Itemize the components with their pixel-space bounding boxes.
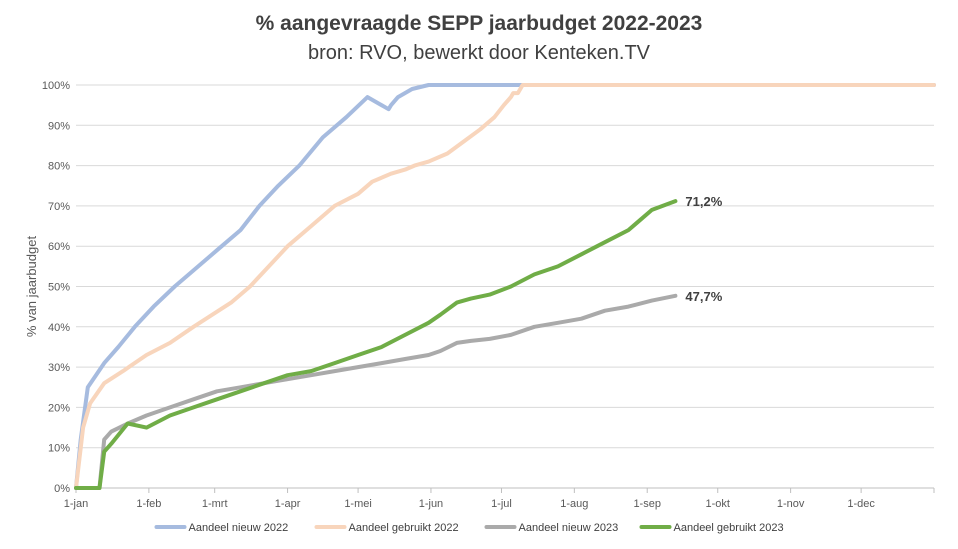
y-tick-label: 30% (48, 362, 70, 374)
series-line-1 (74, 83, 936, 490)
y-tick-label: 50% (48, 282, 70, 294)
y-axis-label: % van jaarbudget (24, 236, 39, 338)
y-tick-label: 100% (42, 80, 70, 92)
x-tick-label: 1-nov (777, 498, 805, 510)
legend-label: Aandeel nieuw 2023 (519, 522, 619, 534)
series-line-2 (74, 83, 936, 490)
y-tick-label: 80% (48, 161, 70, 173)
data-label: 71,2% (685, 194, 722, 209)
chart-title: % aangevraagde SEPP jaarbudget 2022-2023 (255, 12, 703, 35)
x-tick-label: 1-mei (344, 498, 372, 510)
legend-label: Aandeel nieuw 2022 (189, 522, 289, 534)
x-tick-label: 1-dec (847, 498, 875, 510)
data-label: 47,7% (685, 289, 722, 304)
y-tick-label: 60% (48, 241, 70, 253)
x-tick-label: 1-mrt (202, 498, 228, 510)
series-line-3 (74, 293, 678, 490)
x-tick-label: 1-okt (706, 498, 730, 510)
y-tick-label: 20% (48, 402, 70, 414)
y-tick-label: 40% (48, 322, 70, 334)
x-tick-label: 1-jan (64, 498, 88, 510)
y-tick-label: 70% (48, 201, 70, 213)
legend-label: Aandeel gebruikt 2023 (674, 522, 784, 534)
y-tick-label: 0% (54, 483, 70, 495)
x-tick-label: 1-sep (633, 498, 661, 510)
y-tick-label: 10% (48, 443, 70, 455)
x-tick-label: 1-aug (560, 498, 588, 510)
x-tick-label: 1-jun (419, 498, 443, 510)
legend-label: Aandeel gebruikt 2022 (349, 522, 459, 534)
x-tick-label: 1-jul (491, 498, 512, 510)
y-tick-label: 90% (48, 120, 70, 132)
chart-subtitle: bron: RVO, bewerkt door Kenteken.TV (307, 42, 651, 64)
x-tick-label: 1-apr (275, 498, 301, 510)
series-line-4 (74, 199, 678, 490)
x-tick-label: 1-feb (136, 498, 161, 510)
